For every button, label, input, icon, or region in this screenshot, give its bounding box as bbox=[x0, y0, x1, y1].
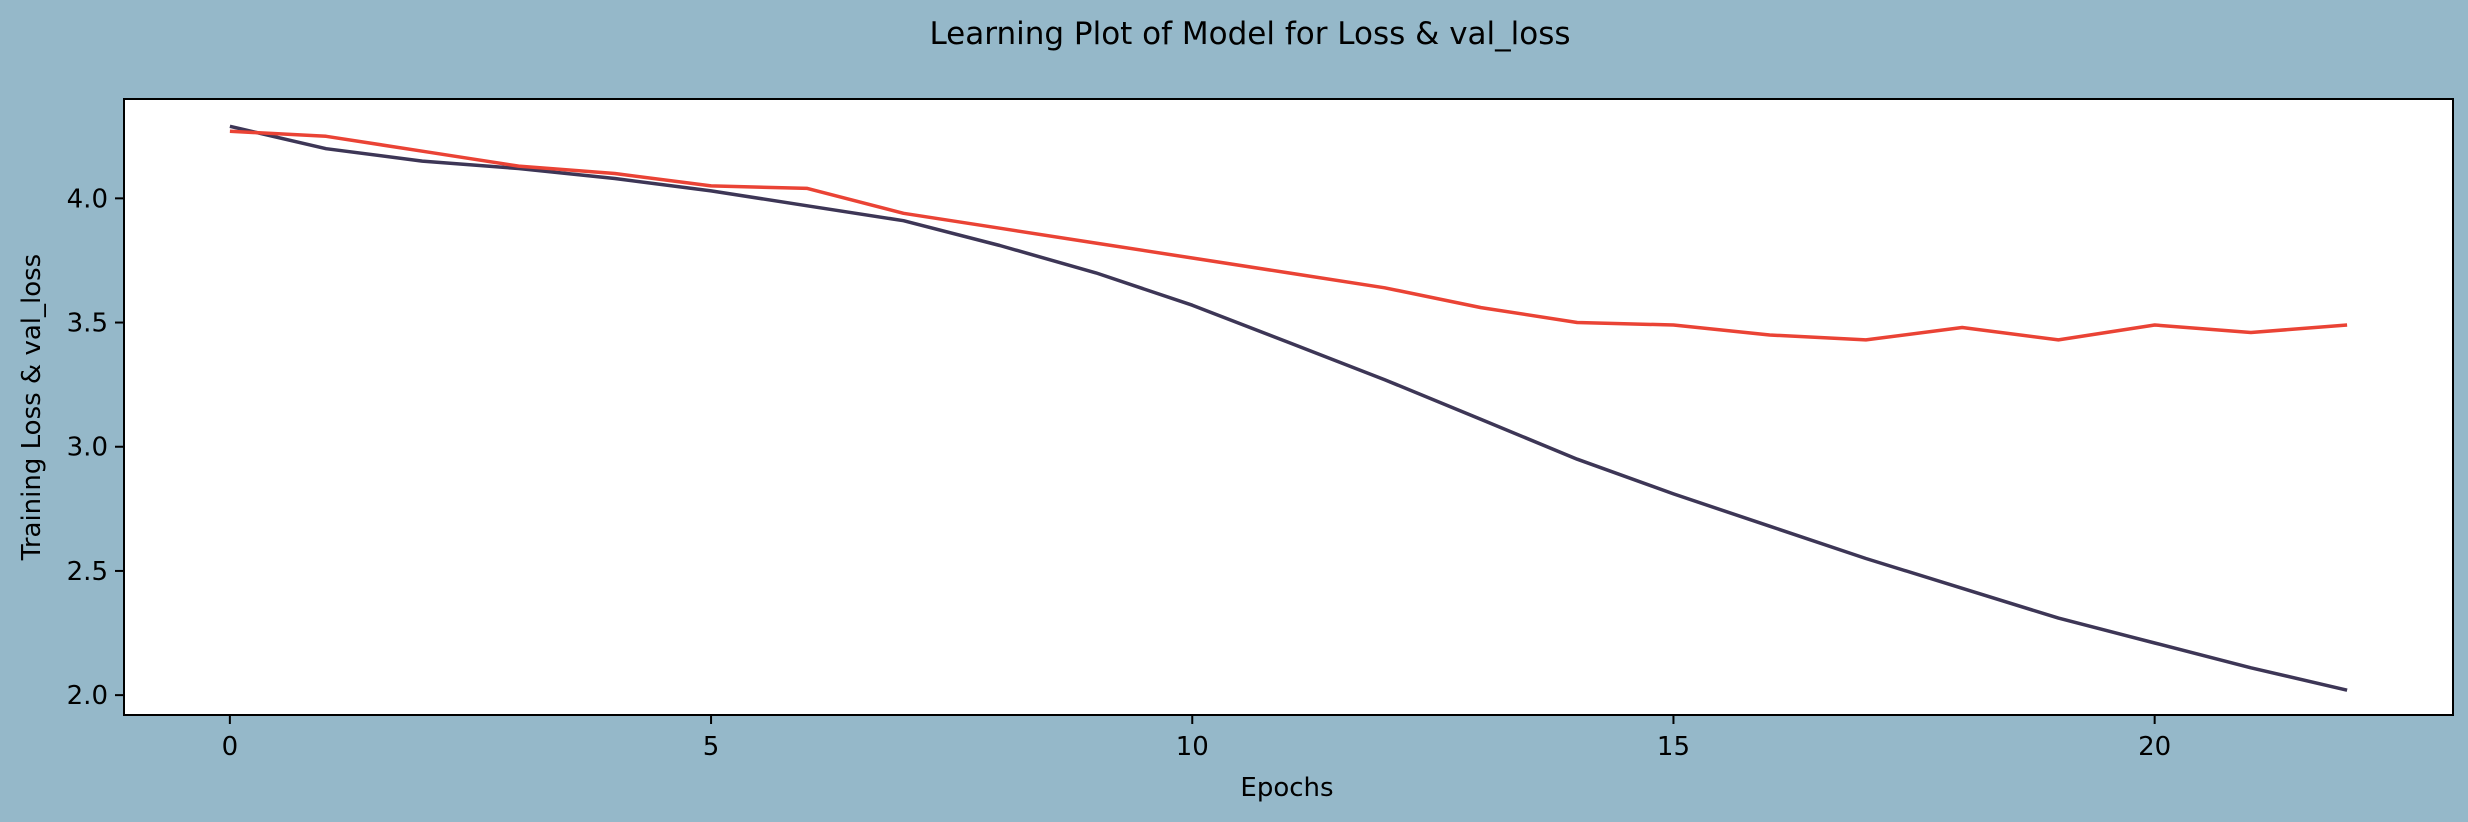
y-axis-label: Training Loss & val_loss bbox=[17, 254, 47, 561]
y-axis: 2.0 2.5 3.0 3.5 4.0 bbox=[67, 184, 124, 711]
series-line-loss bbox=[229, 124, 2348, 692]
x-tick-label: 5 bbox=[703, 732, 720, 762]
x-axis: 0 5 10 15 20 bbox=[222, 715, 2171, 762]
x-tick-label: 15 bbox=[1657, 732, 1690, 762]
x-tick-label: 0 bbox=[222, 732, 239, 762]
x-axis-label: Epochs bbox=[1240, 773, 1333, 803]
y-tick-label: 2.0 bbox=[67, 681, 108, 711]
chart-title: Learning Plot of Model for Loss & val_lo… bbox=[929, 16, 1570, 52]
y-tick-label: 4.0 bbox=[67, 184, 108, 214]
plot-area bbox=[123, 98, 2454, 716]
x-tick-label: 20 bbox=[2138, 732, 2171, 762]
x-tick-label: 10 bbox=[1176, 732, 1209, 762]
y-tick-label: 3.5 bbox=[67, 309, 108, 339]
series-line-val-loss bbox=[229, 129, 2348, 342]
y-tick-label: 2.5 bbox=[67, 557, 108, 587]
y-tick-label: 3.0 bbox=[67, 433, 108, 463]
series-group bbox=[229, 124, 2348, 692]
